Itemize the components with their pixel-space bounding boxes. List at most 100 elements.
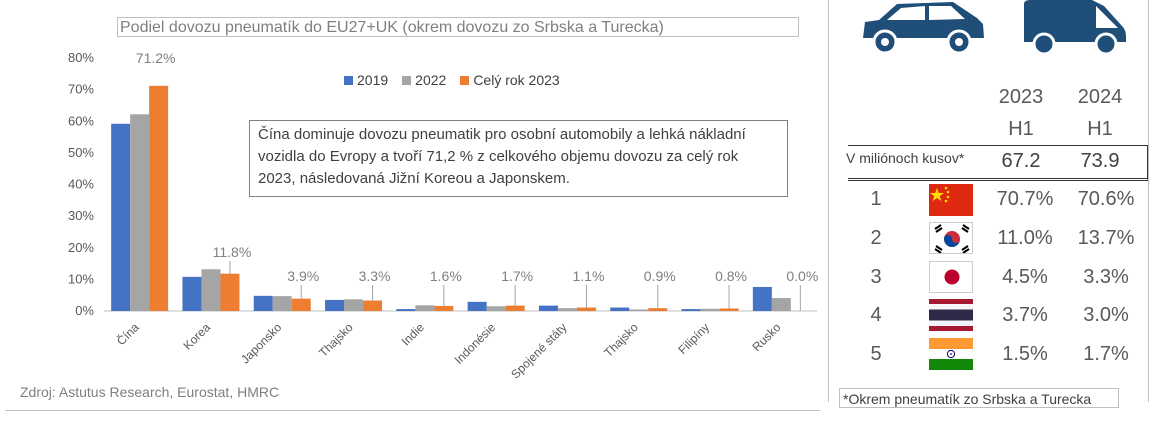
units-value-2024: 73.9 [1080,150,1120,172]
china-flag-icon [929,184,973,216]
chart-canvas: 0% 10% 20% 30% 40% 50% 60% 70% 80% 71.2% Čína 11.8%… [68,50,818,382]
bar-2019-2 [253,295,273,311]
bar-celý-rok-2023-1 [220,273,240,311]
x-tick-label: Spojené státy [508,320,569,381]
y-tick-label: 70% [68,82,94,97]
thailand-flag-icon [929,299,973,331]
y-tick-label: 20% [68,240,94,255]
data-label: 11.8% [213,244,252,260]
bar-2022-2 [272,296,292,311]
share-2024-row-3: 3.3% [1083,266,1129,288]
rank-2: 2 [870,227,882,249]
bar-celý-rok-2023-7 [648,308,668,311]
share-2023-row-1: 70.7% [996,188,1054,210]
data-label: 1.6% [430,268,462,284]
column-header-half-2023: H1 [1008,118,1034,140]
bar-2019-6 [538,305,558,311]
x-tick-label: Rusko [750,320,784,354]
bar-celý-rok-2023-8 [719,308,739,311]
bar-2019-1 [182,276,202,311]
bar-2019-5 [467,301,487,311]
south-korea-flag-icon [929,222,973,254]
bar-2022-5 [486,306,506,311]
delivery-van-icon [1024,0,1126,56]
legend-label-2019: 2019 [357,72,389,88]
rank-1: 1 [870,188,882,210]
passenger-car-icon [863,2,984,55]
bar-2022-4 [415,305,435,311]
data-label: 0.8% [715,268,747,284]
legend-swatch-2023 [460,75,470,85]
bar-2022-8 [700,308,720,311]
legend-swatch-2019 [344,75,353,85]
legend-label-2022: 2022 [415,72,447,88]
legend-item-2022: 2022 [402,72,446,88]
divider [5,410,820,411]
y-tick-label: 80% [68,50,94,65]
share-2024-row-1: 70.6% [1077,188,1135,210]
y-tick-label: 40% [68,177,94,192]
share-2023-row-5: 1.5% [1002,343,1048,365]
units-label: V miliónoch kusov* [846,150,965,166]
x-tick-label: Indonésie [452,320,499,367]
table-footnote: *Okrem pneumatík zo Srbska a Turecka [839,388,1119,408]
column-header-year-2024: 2024 [1077,86,1123,108]
bar-2022-6 [557,308,577,311]
y-tick-label: 30% [68,208,94,223]
data-label: 1.7% [501,268,533,284]
x-tick-label: Indie [399,320,428,349]
units-row-frame [848,145,1148,181]
data-label: 3.9% [287,268,319,284]
bar-2022-7 [629,309,649,311]
panel-divider [828,0,829,402]
x-tick-label: Čína [113,319,142,348]
share-2023-row-2: 11.0% [997,227,1053,249]
share-2024-row-4: 3.0% [1083,304,1129,326]
y-tick-label: 0% [75,303,94,318]
x-tick-label: Korea [181,320,214,353]
bar-2022-0 [130,114,150,311]
bar-2019-8 [681,309,701,311]
rank-5: 5 [870,343,882,365]
legend-item-2023: Celý rok 2023 [460,72,560,88]
chart-legend: 2019 2022 Celý rok 2023 [344,72,560,88]
bar-2019-9 [752,286,772,311]
legend-swatch-2022 [402,75,412,85]
bar-2019-3 [325,299,345,311]
bar-2019-4 [396,309,416,311]
bar-celý-rok-2023-5 [505,305,525,311]
chart-title: Podiel dovozu pneumatík do EU27+UK (okre… [117,17,799,37]
column-header-half-2024: H1 [1087,118,1113,140]
bar-celý-rok-2023-6 [576,307,596,311]
annotation-text: Čína dominuje dovozu pneumatik pro osobn… [249,120,788,197]
y-tick-label: 50% [68,145,94,160]
share-2024-row-5: 1.7% [1083,343,1129,365]
units-value-2023: 67.2 [1001,150,1041,172]
data-label: 1.1% [572,268,604,284]
bar-2019-7 [610,307,630,311]
data-label: 0.9% [644,268,676,284]
data-label: 71.2% [136,50,176,66]
y-tick-label: 60% [68,113,94,128]
y-tick-label: 10% [68,271,94,286]
bar-celý-rok-2023-3 [363,300,383,311]
data-label: 3.3% [359,268,391,284]
india-flag-icon [929,338,973,370]
data-label: 0.0% [786,268,818,284]
bar-2022-3 [344,299,364,311]
x-tick-label: Japonsko [238,320,284,366]
source-note: Zdroj: Astutus Research, Eurostat, HMRC [20,384,280,400]
bar-celý-rok-2023-2 [291,298,311,311]
japan-flag-icon [929,261,973,293]
bar-2019-0 [111,123,131,311]
bar-2022-9 [771,298,791,311]
column-header-year-2023: 2023 [998,86,1044,108]
rank-4: 4 [870,304,882,326]
legend-label-2023: Celý rok 2023 [473,72,560,88]
bar-celý-rok-2023-4 [434,305,454,311]
x-tick-label: Thajsko [316,320,356,360]
share-2023-row-4: 3.7% [1002,304,1048,326]
rank-3: 3 [870,266,882,288]
share-2023-row-3: 4.5% [1002,266,1048,288]
x-tick-label: Filipíny [675,320,712,357]
